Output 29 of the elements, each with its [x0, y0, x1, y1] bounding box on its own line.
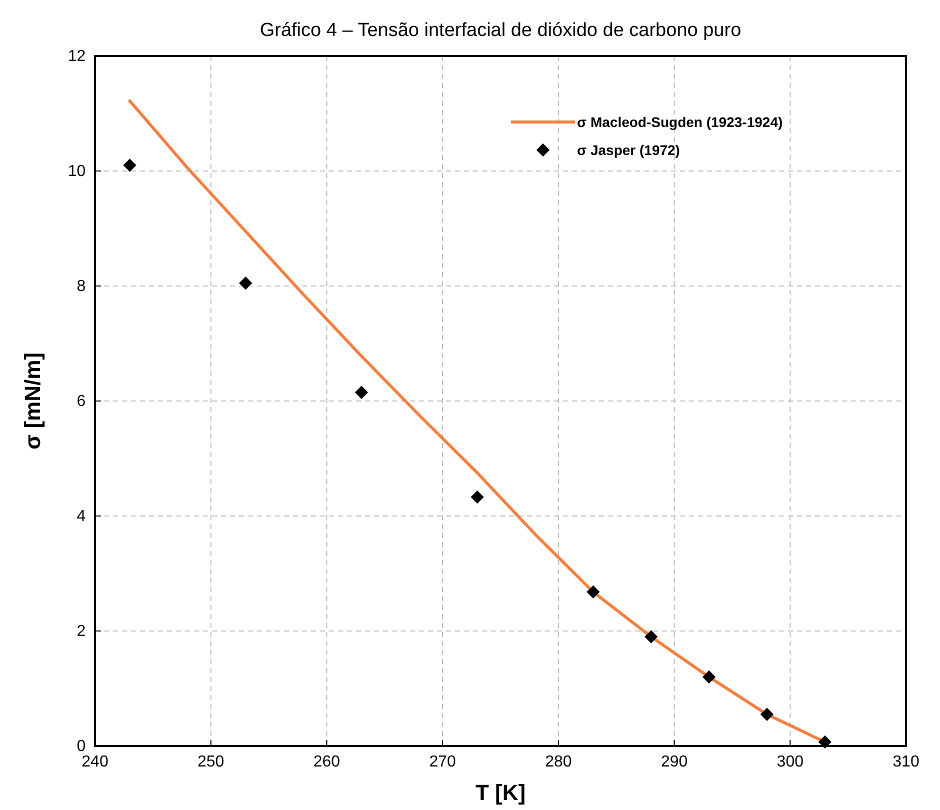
- point: [239, 276, 252, 290]
- x-tick-label: 250: [198, 754, 224, 771]
- point: [586, 585, 600, 598]
- y-tick-label: 4: [76, 508, 86, 526]
- legend-label: σ Jasper (1972): [577, 142, 680, 158]
- point: [760, 708, 774, 721]
- x-tick-label: 280: [545, 754, 572, 771]
- x-tick-label: 310: [892, 754, 920, 771]
- y-axis-title: σ [mN/m]: [20, 352, 45, 450]
- point: [123, 158, 136, 172]
- x-tick-label: 240: [82, 754, 108, 771]
- legend-label: σ Macleod-Sugden (1923-1924): [577, 114, 783, 130]
- point: [354, 386, 368, 399]
- y-tick-label: 8: [76, 278, 86, 296]
- point: [470, 490, 484, 504]
- x-tick-label: 260: [313, 754, 340, 771]
- point: [702, 670, 716, 684]
- x-tick-label: 300: [776, 754, 804, 771]
- y-tick-label: 2: [76, 623, 86, 640]
- x-tick-label: 270: [429, 754, 456, 771]
- x-axis-title: T [K]: [475, 780, 526, 805]
- y-tick-label: 6: [76, 393, 86, 410]
- point: [818, 735, 832, 749]
- x-tick-label: 290: [660, 754, 688, 771]
- y-tick-label: 10: [68, 163, 86, 180]
- point: [644, 630, 658, 644]
- chart-title: Gráfico 4 – Tensão interfacial de dióxido de carbono puro: [260, 20, 742, 41]
- y-tick-label: 0: [76, 738, 86, 756]
- y-tick-label: 12: [68, 48, 86, 66]
